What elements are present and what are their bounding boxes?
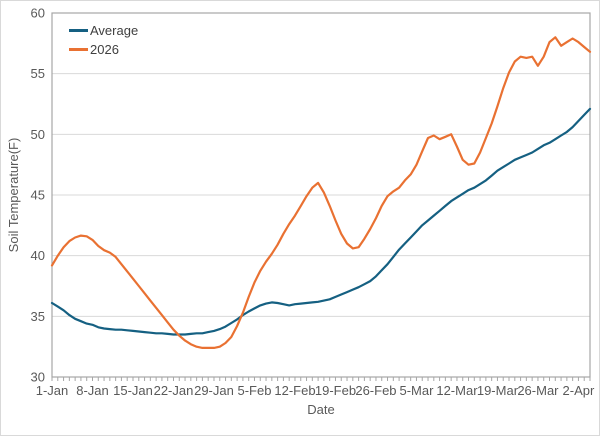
legend-swatch-2026 <box>69 48 88 51</box>
y-tick-label: 40 <box>31 248 45 263</box>
x-tick-label: 2-Apr <box>563 383 595 398</box>
series-average-line <box>50 107 592 336</box>
y-tick-label: 45 <box>31 188 45 203</box>
y-tick-label: 55 <box>31 66 45 81</box>
x-tick-label: 29-Jan <box>194 383 234 398</box>
x-tick-label: 19-Mar <box>477 383 519 398</box>
series-2026-line <box>50 36 592 349</box>
y-tick-label: 30 <box>31 370 45 385</box>
y-axis-title: Soil Temperature(F) <box>6 138 21 253</box>
x-tick-label: 15-Jan <box>113 383 153 398</box>
y-tick-label: 35 <box>31 309 45 324</box>
legend-item-2026: 2026 <box>69 41 138 58</box>
legend-label-2026: 2026 <box>90 42 119 57</box>
x-axis-title: Date <box>307 402 334 417</box>
legend: Average 2026 <box>69 22 138 58</box>
x-tick-label: 5-Feb <box>237 383 271 398</box>
legend-label-average: Average <box>90 23 139 38</box>
x-tick-label: 1-Jan <box>36 383 69 398</box>
x-tick-label: 12-Feb <box>274 383 315 398</box>
x-tick-label: 8-Jan <box>76 383 109 398</box>
x-tick-label: 19-Feb <box>315 383 356 398</box>
y-tick-label: 60 <box>31 6 45 21</box>
plot-area-border <box>51 12 591 378</box>
x-tick-label: 12-Mar <box>436 383 478 398</box>
x-tick-label: 5-Mar <box>399 383 434 398</box>
y-tick-label: 50 <box>31 127 45 142</box>
x-tick-label: 26-Mar <box>517 383 559 398</box>
x-tick-label: 22-Jan <box>154 383 194 398</box>
x-tick-label: 26-Feb <box>355 383 396 398</box>
legend-item-average: Average <box>69 22 138 39</box>
legend-swatch-average <box>69 29 88 32</box>
